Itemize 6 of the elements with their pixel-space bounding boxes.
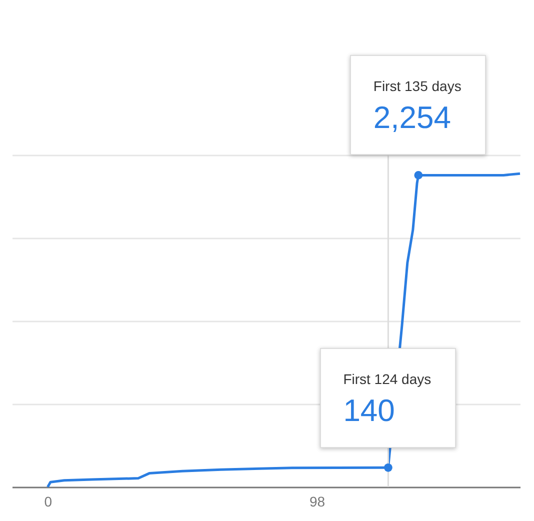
x-tick-label: 98 — [310, 494, 326, 510]
annotation: First 124 days — [343, 370, 432, 387]
data-label: 2,254 — [373, 100, 452, 136]
text: First 135 days — [373, 78, 462, 94]
data-label: 140 — [343, 392, 396, 429]
x-tick-label: 0 — [44, 494, 52, 510]
